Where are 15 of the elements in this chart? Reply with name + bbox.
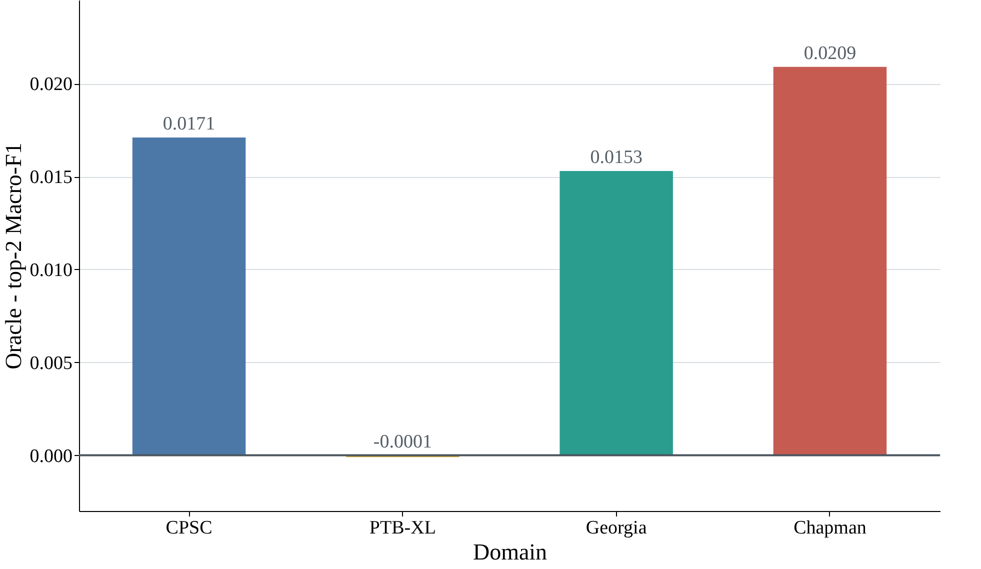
data-label: -0.0001 <box>373 431 432 452</box>
x-tick-label: Chapman <box>794 518 867 538</box>
y-tick-label: 0.015 <box>30 167 72 188</box>
data-label: 0.0209 <box>804 42 856 64</box>
y-tick-label: 0.005 <box>30 352 72 374</box>
y-axis-title: Oracle - top-2 Macro-F1 <box>0 142 26 370</box>
x-axis-title: Domain <box>472 540 548 564</box>
x-tick-label: Georgia <box>586 518 648 538</box>
x-tick-label: CPSC <box>166 518 212 538</box>
y-tick-label: 0.000 <box>30 446 72 467</box>
y-tick-label: 0.010 <box>30 260 72 281</box>
data-label: 0.0171 <box>162 114 216 135</box>
data-label: 0.0153 <box>590 146 642 168</box>
y-tick-label: 0.020 <box>30 74 72 96</box>
x-tick-label: PTB-XL <box>369 518 436 538</box>
